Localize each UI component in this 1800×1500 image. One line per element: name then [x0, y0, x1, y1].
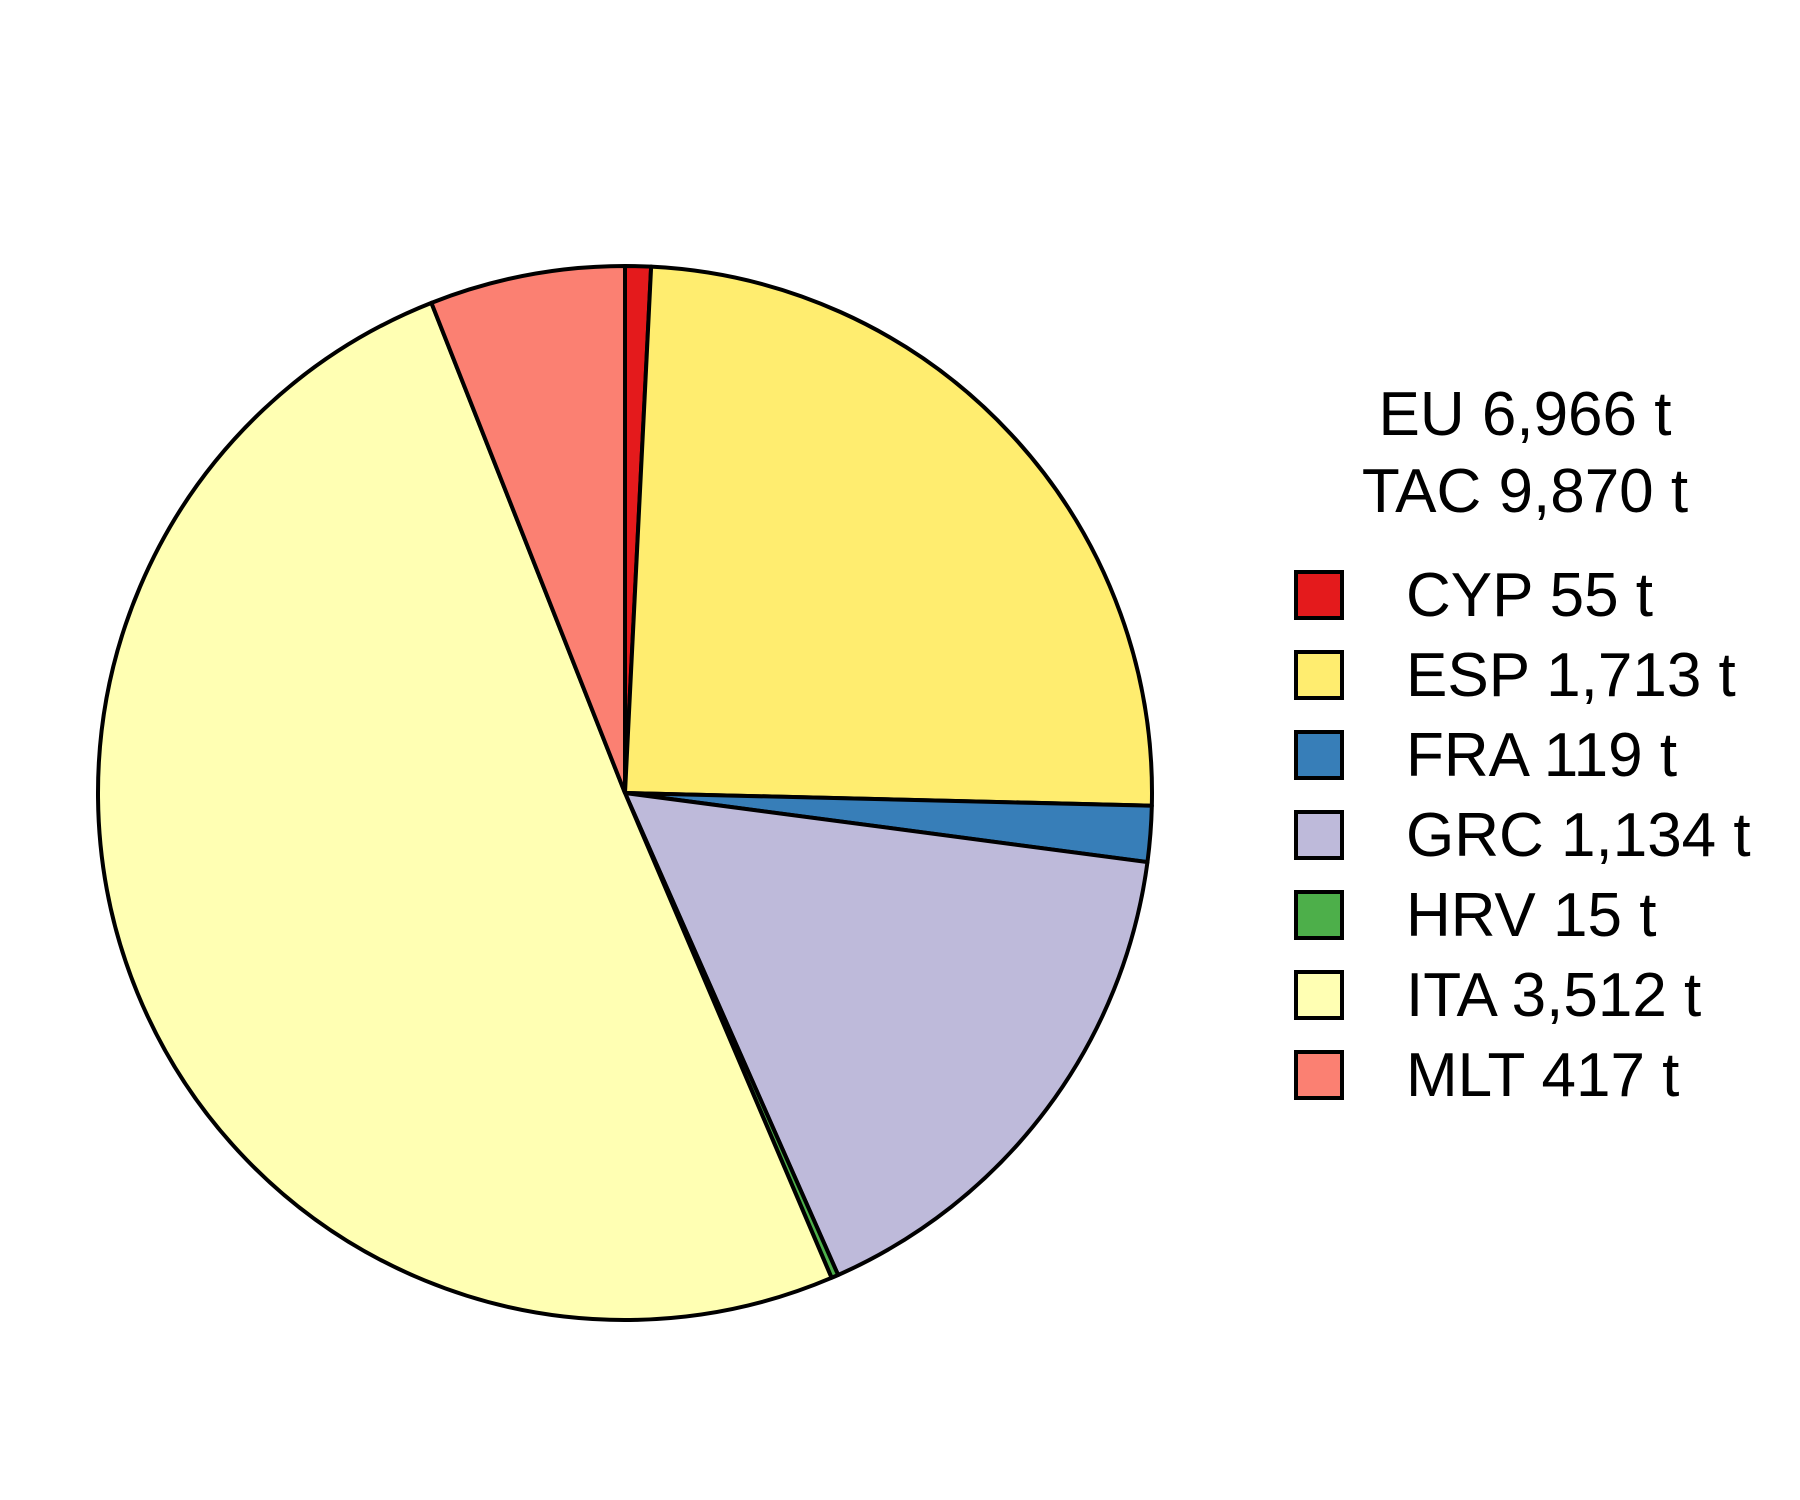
- legend-label-fra: FRA 119 t: [1406, 721, 1677, 790]
- legend-label-cyp: CYP 55 t: [1406, 561, 1653, 630]
- pie-slice-ita: [95, 300, 834, 1323]
- pie-slice-grc: [623, 791, 1150, 1277]
- legend-swatch-hrv: [1294, 890, 1344, 940]
- legend: EU 6,966 t TAC 9,870 t CYP 55 t ESP 1,713…: [1294, 380, 1751, 1110]
- legend-label-mlt: MLT 417 t: [1406, 1041, 1679, 1110]
- legend-swatch-ita: [1294, 970, 1344, 1020]
- legend-swatch-fra: [1294, 730, 1344, 780]
- legend-swatch-grc: [1294, 810, 1344, 860]
- legend-title-line-1: EU 6,966 t: [1379, 380, 1672, 449]
- legend-title-line-2: TAC 9,870 t: [1362, 457, 1688, 526]
- legend-label-grc: GRC 1,134 t: [1406, 801, 1751, 870]
- legend-label-hrv: HRV 15 t: [1406, 881, 1656, 950]
- pie-slice-mlt: [429, 264, 627, 795]
- legend-swatch-mlt: [1294, 1050, 1344, 1100]
- legend-label-ita: ITA 3,512 t: [1406, 961, 1701, 1030]
- legend-swatch-esp: [1294, 650, 1344, 700]
- legend-swatch-cyp: [1294, 570, 1344, 620]
- pie-slice-esp: [623, 264, 1154, 808]
- pie-slices: [95, 264, 1154, 1323]
- legend-items: CYP 55 t ESP 1,713 t FRA 119 t GRC 1,134 t H…: [1294, 561, 1751, 1110]
- legend-label-esp: ESP 1,713 t: [1406, 641, 1736, 710]
